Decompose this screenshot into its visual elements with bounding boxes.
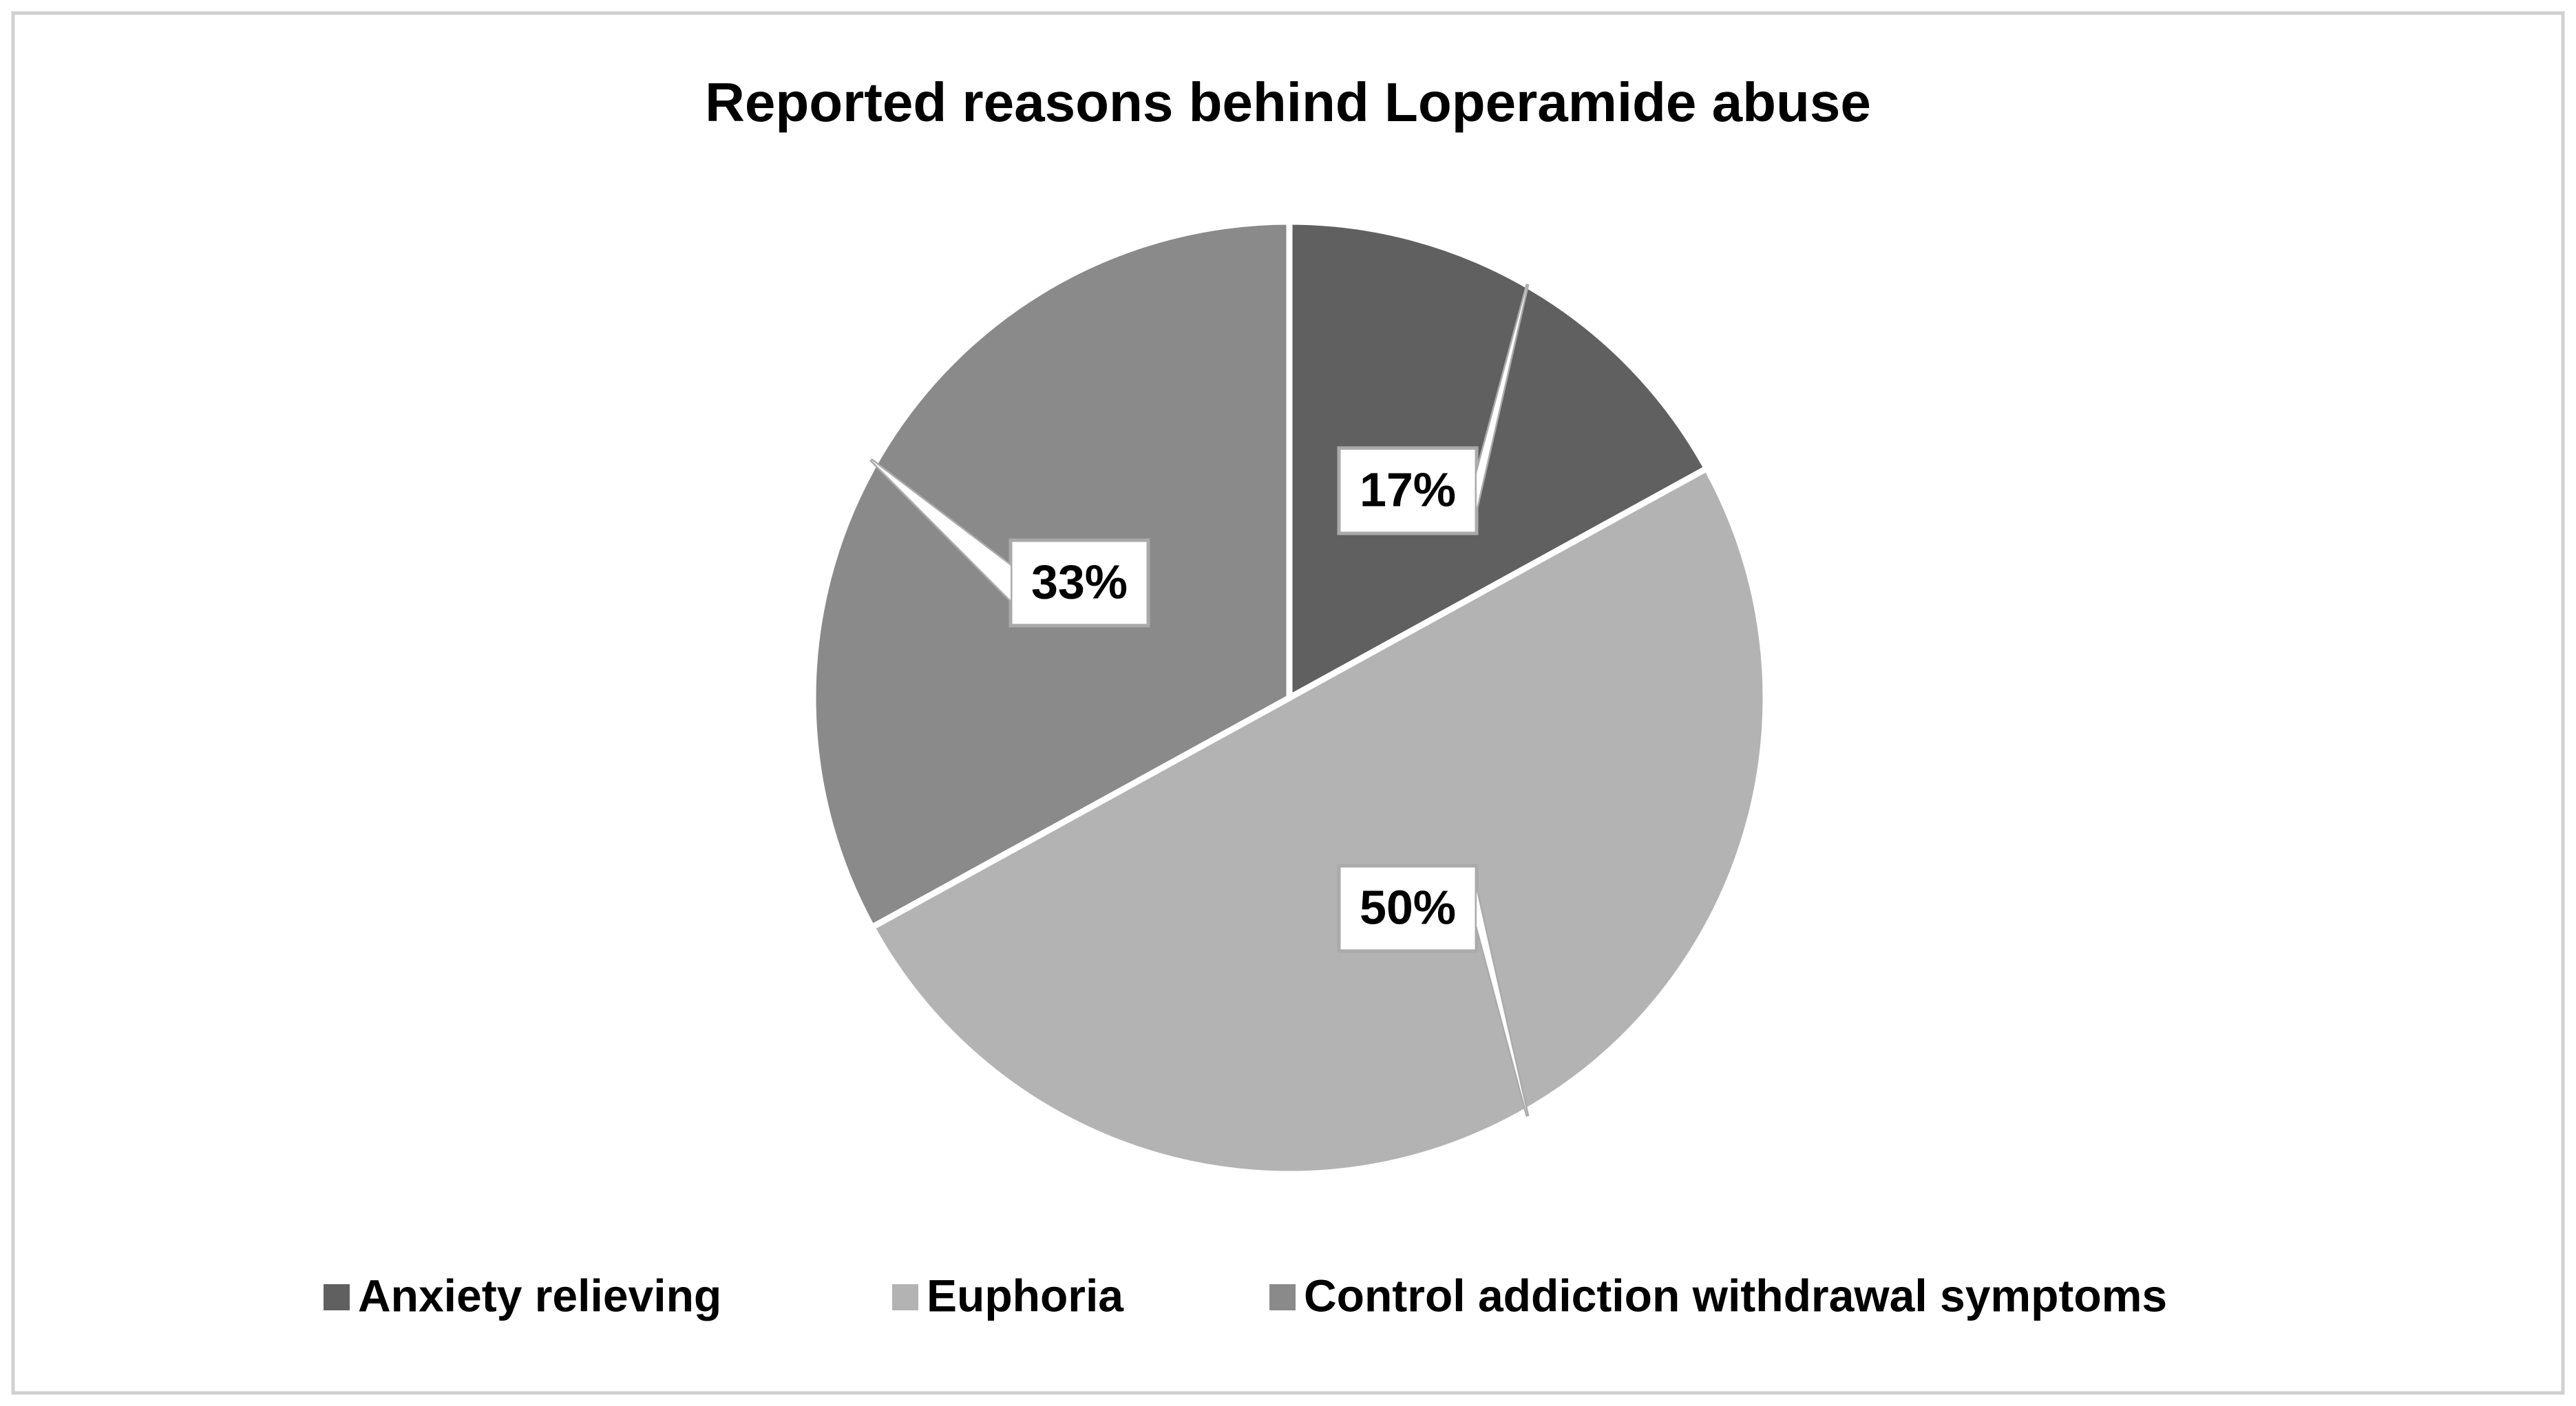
legend-label: Euphoria bbox=[927, 1270, 1124, 1321]
data-label: 17% bbox=[1360, 462, 1456, 516]
callout-pointer-fill bbox=[1477, 891, 1528, 1116]
pie-slice bbox=[1286, 218, 1711, 703]
legend-label: Anxiety relieving bbox=[358, 1270, 721, 1321]
callout-pointer-fill bbox=[1477, 284, 1528, 508]
callout-box bbox=[1337, 446, 1479, 535]
legend-swatch bbox=[324, 1284, 350, 1310]
chart-title: Reported reasons behind Loperamide abuse bbox=[705, 72, 1871, 133]
callout-pointer-fill bbox=[871, 460, 1011, 600]
data-label: 50% bbox=[1360, 880, 1456, 934]
pie-slice bbox=[872, 469, 1766, 1174]
legend-swatch bbox=[892, 1284, 918, 1310]
legend-swatch bbox=[1269, 1284, 1296, 1310]
data-label: 33% bbox=[1031, 555, 1128, 608]
callout-box bbox=[1337, 864, 1479, 953]
legend-label: Control addiction withdrawal symptoms bbox=[1304, 1270, 2167, 1321]
